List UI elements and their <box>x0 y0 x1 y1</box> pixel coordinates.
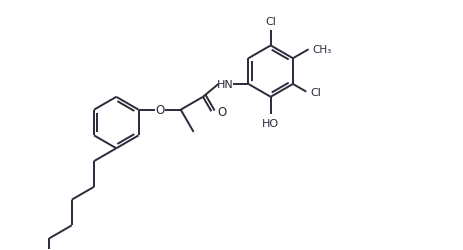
Text: Cl: Cl <box>310 87 320 97</box>
Text: O: O <box>155 104 164 117</box>
Text: HO: HO <box>262 119 279 129</box>
Text: O: O <box>217 105 226 118</box>
Text: Cl: Cl <box>265 16 275 26</box>
Text: HN: HN <box>216 80 233 90</box>
Text: CH₃: CH₃ <box>312 45 331 55</box>
